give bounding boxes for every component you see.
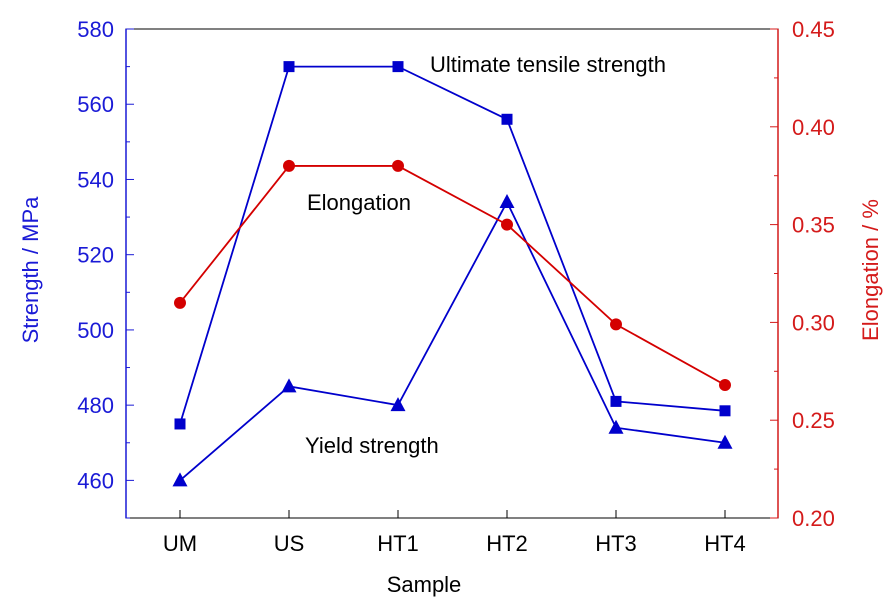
x-tick-label: HT2 bbox=[486, 531, 528, 556]
left-tick-label: 500 bbox=[77, 318, 114, 343]
x-tick-label: HT3 bbox=[595, 531, 637, 556]
series-line-yield-strength bbox=[179, 200, 726, 482]
data-point-triangle bbox=[499, 194, 515, 209]
annotation-ultimate-tensile-strength: Ultimate tensile strength bbox=[430, 52, 666, 77]
data-point-square bbox=[719, 405, 731, 417]
data-point-triangle bbox=[608, 419, 624, 434]
data-point-triangle bbox=[390, 397, 406, 412]
data-point-circle bbox=[719, 378, 731, 391]
data-point-square bbox=[283, 61, 295, 73]
left-tick-label: 540 bbox=[77, 167, 114, 192]
right-tick-label: 0.25 bbox=[792, 408, 835, 433]
annotation-yield-strength: Yield strength bbox=[305, 433, 439, 458]
left-tick-label: 520 bbox=[77, 243, 114, 268]
ticks-layer: 460 480 500 520 540 560 580 0.20 0.25 0.30 0.35 0.4… bbox=[77, 17, 835, 556]
left-tick-label: 480 bbox=[77, 393, 114, 418]
data-point-square bbox=[392, 61, 404, 73]
x-tick-label: HT1 bbox=[377, 531, 419, 556]
series-line-ultimate-tensile-strength bbox=[179, 65, 726, 425]
series-line-elongation bbox=[179, 165, 726, 386]
right-tick-label: 0.20 bbox=[792, 506, 835, 531]
left-tick-label: 460 bbox=[77, 468, 114, 493]
right-tick-label: 0.35 bbox=[792, 213, 835, 238]
right-tick-label: 0.40 bbox=[792, 115, 835, 140]
plot-frame bbox=[125, 28, 779, 519]
right-tick-label: 0.45 bbox=[792, 17, 835, 42]
x-tick-label: HT4 bbox=[704, 531, 746, 556]
data-point-square bbox=[501, 113, 513, 125]
x-axis-title: Sample bbox=[387, 572, 462, 597]
data-point-circle bbox=[392, 159, 404, 172]
right-axis-title: Elongation / % bbox=[858, 199, 883, 341]
left-axis-title: Strength / MPa bbox=[18, 196, 43, 344]
data-point-square bbox=[174, 418, 186, 430]
data-point-square bbox=[610, 395, 622, 407]
series-layer bbox=[172, 61, 733, 487]
annotation-elongation: Elongation bbox=[307, 190, 411, 215]
x-tick-label: UM bbox=[163, 531, 197, 556]
data-point-circle bbox=[174, 296, 186, 309]
left-tick-label: 560 bbox=[77, 92, 114, 117]
data-point-circle bbox=[610, 318, 622, 331]
x-tick-label: US bbox=[274, 531, 305, 556]
right-tick-label: 0.30 bbox=[792, 310, 835, 335]
data-point-triangle bbox=[717, 434, 733, 449]
data-point-triangle bbox=[172, 472, 188, 487]
data-point-circle bbox=[283, 159, 295, 172]
data-point-circle bbox=[501, 218, 513, 231]
data-point-triangle bbox=[281, 378, 297, 393]
left-tick-label: 580 bbox=[77, 17, 114, 42]
